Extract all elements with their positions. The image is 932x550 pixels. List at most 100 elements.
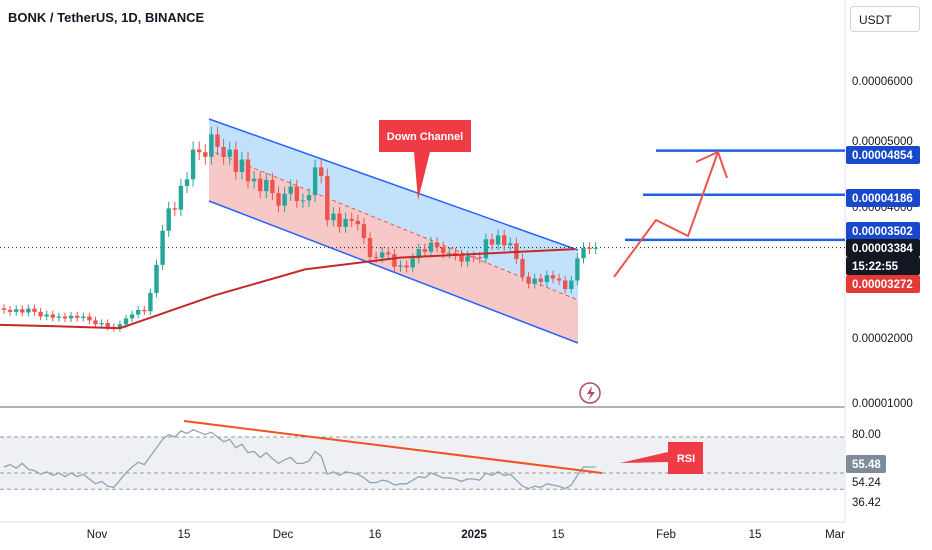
candle-body [416, 249, 421, 259]
candle-body [99, 322, 104, 325]
candle-body [563, 280, 568, 289]
candle-body [197, 149, 202, 153]
candle-body [32, 308, 37, 312]
candle-body [239, 159, 245, 173]
down-channel-callout-shape [379, 120, 471, 200]
candle-body [465, 256, 470, 262]
price-label: 0.00003272 [852, 279, 913, 291]
candle-body [312, 167, 318, 196]
candle-body [581, 247, 586, 259]
candle-body [203, 152, 208, 157]
x-tick-label: Mar [825, 529, 845, 541]
y-tick-label: 0.00002000 [852, 333, 913, 345]
candle-body [502, 235, 507, 246]
price-label: 0.00003384 [852, 243, 913, 255]
candle-body [154, 264, 159, 293]
candle-body [306, 195, 312, 201]
price-label: 0.00003502 [852, 226, 913, 238]
candle-body [294, 186, 299, 202]
rsi-tick-label: 36.42 [852, 497, 881, 509]
candle-body [129, 314, 135, 319]
x-tick-label: Feb [656, 529, 676, 541]
candle-body [62, 316, 68, 319]
candle-body [1, 308, 7, 310]
x-tick-label: 15 [178, 529, 191, 541]
channel-lower-fill [209, 150, 578, 343]
candle-body [392, 254, 397, 267]
candle-body [227, 149, 232, 157]
candle-body [593, 247, 598, 249]
candle-body [166, 208, 171, 231]
candle-body [276, 193, 281, 206]
candle-body [337, 213, 342, 227]
candle-body [44, 314, 49, 317]
candle-body [56, 316, 62, 318]
candle-body [556, 278, 562, 281]
y-tick-label: 0.00001000 [852, 398, 913, 410]
candle-body [447, 253, 452, 255]
candle-body [184, 179, 190, 186]
candle-body [142, 309, 147, 312]
candle-body [483, 239, 489, 259]
candle-body [587, 247, 592, 249]
rsi-callout-shape [620, 442, 703, 474]
price-label-bg [846, 222, 920, 240]
projection-arrow-head [695, 150, 728, 179]
candle-body [68, 315, 74, 319]
candle-body [190, 149, 196, 180]
rsi-value-label: 55.48 [852, 459, 881, 471]
candle-body [319, 167, 324, 176]
candle-body [550, 275, 556, 279]
candle-body [7, 309, 13, 312]
candle-body [428, 242, 434, 252]
rsi-tick-label: 80.00 [852, 429, 881, 441]
candle-body [575, 258, 580, 281]
candle-body [136, 309, 141, 315]
candle-body [331, 213, 336, 221]
rsi-line [3, 429, 596, 490]
candle-body [532, 278, 537, 284]
x-tick-label: Nov [87, 529, 108, 541]
candle-body [233, 149, 238, 173]
candle-body [38, 311, 43, 317]
candle-body [325, 175, 330, 221]
candle-body [160, 230, 165, 265]
rsi-callout-text: RSI [677, 453, 695, 465]
candle-body [148, 292, 153, 312]
rsi-band [0, 437, 845, 490]
candle-body [422, 249, 428, 252]
candle-body [343, 218, 348, 227]
price-label: 0.00004186 [852, 193, 913, 205]
candle-body [245, 159, 251, 182]
currency-button[interactable]: USDT [850, 6, 920, 32]
projection-arrow-path [613, 151, 719, 278]
candle-body [434, 242, 440, 248]
candle-body [26, 308, 31, 313]
candle-body [526, 276, 531, 284]
candle-body [251, 178, 257, 182]
price-label-bg [846, 189, 920, 207]
candle-body [300, 200, 306, 202]
price-label-bg [846, 275, 920, 293]
candle-body [75, 315, 80, 318]
candle-body [349, 218, 354, 221]
price-label-bg [846, 146, 920, 164]
candle-body [380, 252, 385, 258]
candle-body [508, 243, 513, 246]
candle-body [520, 258, 525, 277]
candle-body [93, 320, 98, 325]
x-tick-label: Dec [273, 529, 294, 541]
chart-title: BONK / TetherUS, 1D, BINANCE [8, 10, 205, 25]
candle-body [459, 255, 464, 262]
channel-midline [208, 149, 579, 301]
channel-upper-line [208, 118, 579, 251]
x-tick-label: 15 [552, 529, 565, 541]
candle-body [489, 239, 495, 245]
candle-body [87, 316, 92, 321]
candle-body [386, 252, 391, 255]
candle-body [544, 275, 550, 282]
rsi-value-label-bg [846, 455, 886, 473]
price-label: 0.00004854 [852, 150, 913, 162]
